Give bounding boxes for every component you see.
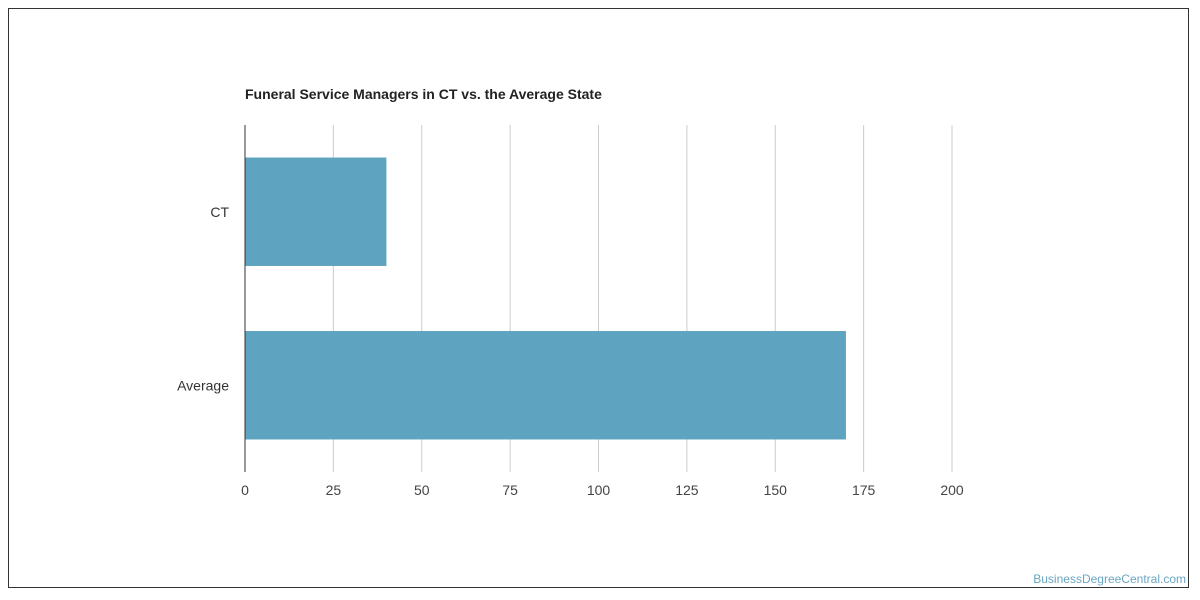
x-tick-label-50: 50 <box>414 482 430 498</box>
category-label-ct: CT <box>210 204 229 220</box>
x-tick-label-75: 75 <box>502 482 518 498</box>
category-labels: CT Average <box>177 204 229 394</box>
bar-ct <box>245 157 387 266</box>
category-label-average: Average <box>177 377 229 393</box>
x-tick-label-100: 100 <box>587 482 611 498</box>
x-tick-labels: 0 25 50 75 100 125 150 175 200 <box>241 482 964 498</box>
watermark: BusinessDegreeCentral.com <box>1033 572 1186 586</box>
x-tick-label-175: 175 <box>852 482 876 498</box>
chart-title: Funeral Service Managers in CT vs. the A… <box>245 86 602 102</box>
x-tick-label-25: 25 <box>326 482 342 498</box>
x-tick-label-200: 200 <box>940 482 964 498</box>
x-tick-label-0: 0 <box>241 482 249 498</box>
x-tick-label-150: 150 <box>764 482 788 498</box>
x-tick-label-125: 125 <box>675 482 699 498</box>
bars <box>245 157 846 440</box>
bar-average <box>245 331 846 440</box>
